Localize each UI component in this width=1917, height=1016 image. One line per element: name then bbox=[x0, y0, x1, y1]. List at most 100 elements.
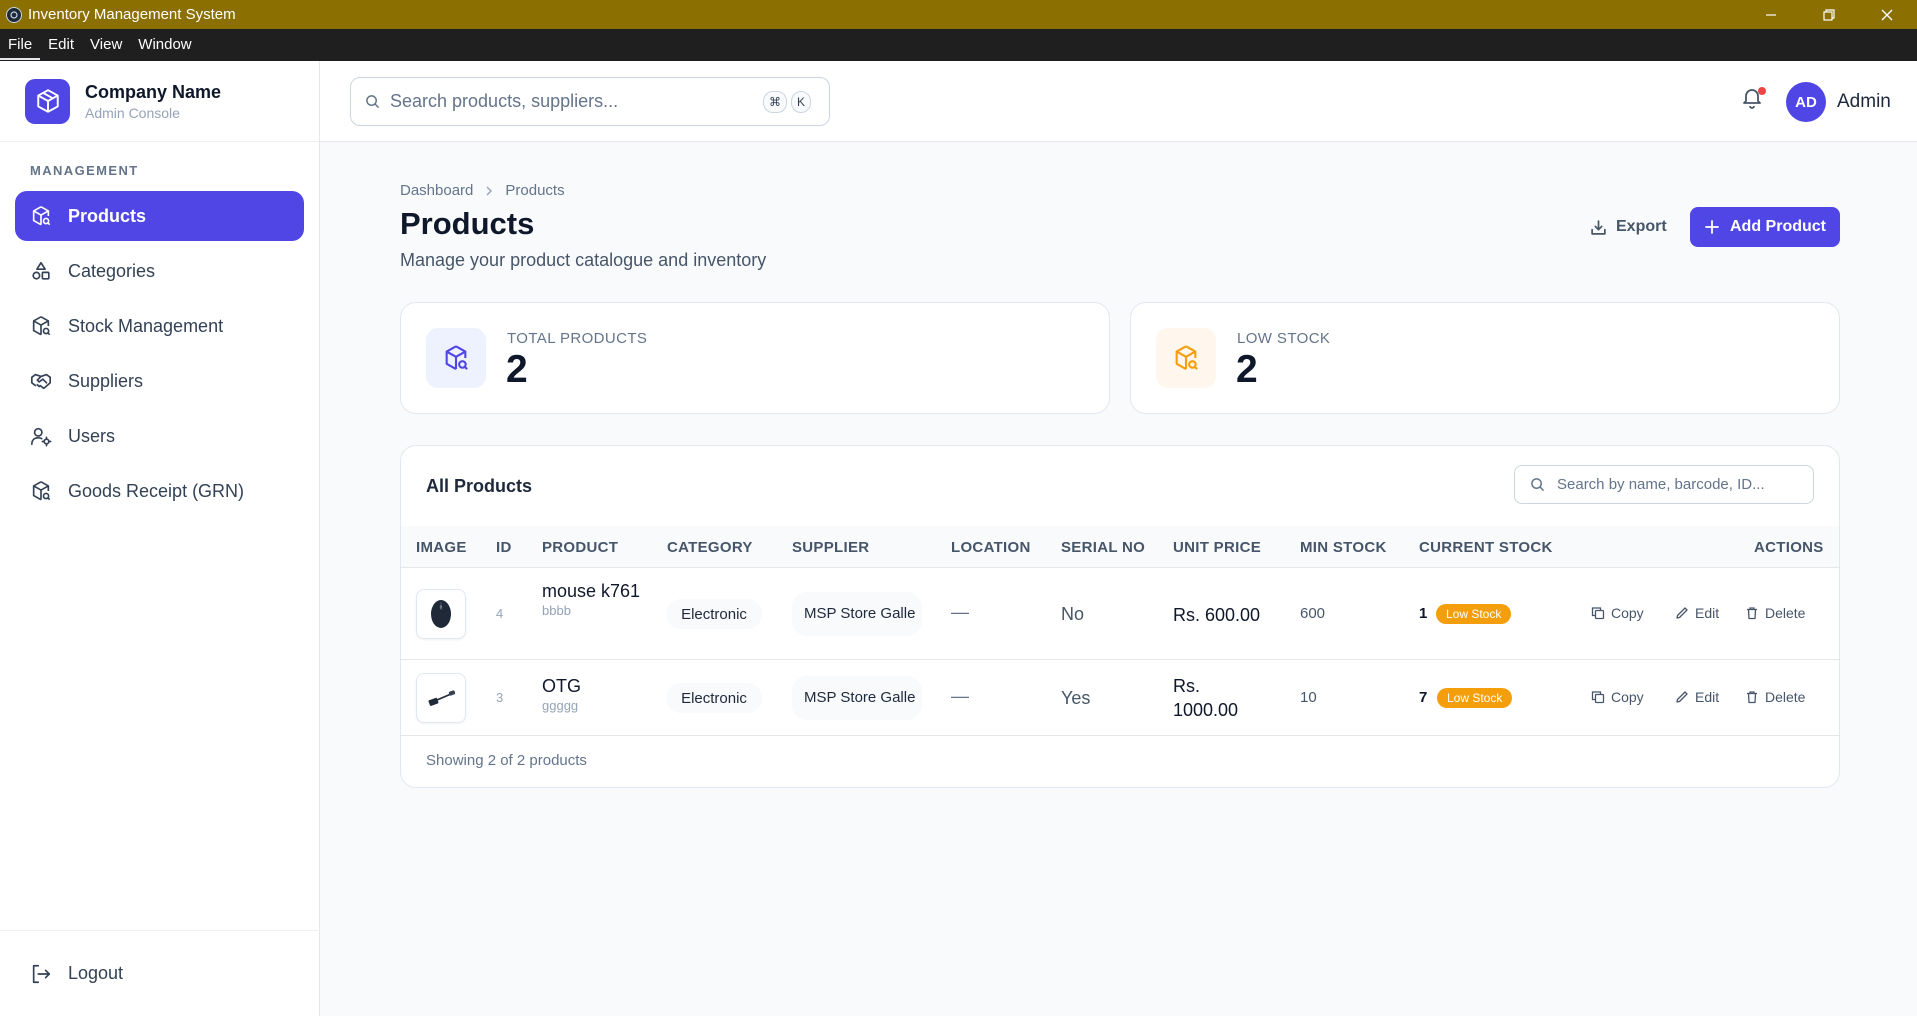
brand-subtitle: Admin Console bbox=[85, 104, 180, 121]
section-label: MANAGEMENT bbox=[30, 163, 139, 178]
serial-value: No bbox=[1061, 604, 1085, 624]
plus-icon bbox=[1705, 220, 1719, 234]
search-placeholder: Search products, suppliers... bbox=[390, 91, 619, 111]
page-subtitle: Manage your product catalogue and invent… bbox=[400, 250, 767, 270]
shapes-icon bbox=[32, 261, 50, 280]
column-header: PRODUCT bbox=[542, 539, 619, 556]
table-row: 4 mouse k761 bbbb Electronic MSP Store G… bbox=[401, 568, 1839, 660]
sidebar-item-label: Suppliers bbox=[68, 370, 144, 391]
product-cell: OTG ggggg bbox=[542, 674, 652, 713]
kbd-command: ⌘ bbox=[763, 91, 787, 113]
sidebar-item-label: Categories bbox=[68, 260, 156, 281]
sidebar-item-categories[interactable]: Categories bbox=[15, 246, 304, 296]
search-icon bbox=[1531, 478, 1545, 492]
sidebar-item-label: Products bbox=[68, 205, 147, 226]
supplier-chip: MSP Store Galle bbox=[792, 676, 922, 720]
search-icon bbox=[366, 95, 380, 109]
export-button[interactable]: Export bbox=[1580, 207, 1677, 247]
copy-icon bbox=[1591, 691, 1605, 704]
sidebar-item-label: Users bbox=[68, 425, 116, 446]
product-description: ggggg bbox=[542, 698, 579, 713]
package-search-icon bbox=[426, 328, 486, 388]
sidebar-item-label: Stock Management bbox=[68, 315, 224, 336]
package-search-icon bbox=[32, 481, 51, 501]
export-label: Export bbox=[1616, 218, 1667, 235]
table-title: All Products bbox=[426, 476, 533, 496]
close-icon[interactable] bbox=[1858, 0, 1916, 29]
avatar[interactable]: AD bbox=[1786, 82, 1826, 122]
location-value: — bbox=[951, 602, 969, 622]
column-header: CURRENT STOCK bbox=[1419, 539, 1553, 556]
products-table-card: All Products Search by name, barcode, ID… bbox=[400, 445, 1840, 788]
table-search-placeholder: Search by name, barcode, ID... bbox=[1557, 476, 1765, 493]
column-header: ACTIONS bbox=[1754, 539, 1824, 556]
user-cog-icon bbox=[31, 427, 52, 447]
sidebar-item-products[interactable]: Products bbox=[15, 191, 304, 241]
notification-dot bbox=[1758, 87, 1766, 95]
menu-window[interactable]: Window bbox=[138, 36, 192, 53]
stat-label: TOTAL PRODUCTS bbox=[507, 330, 648, 347]
logout-button[interactable]: Logout bbox=[0, 930, 320, 1016]
pencil-icon bbox=[1676, 691, 1688, 703]
current-stock: 1 bbox=[1419, 605, 1428, 622]
column-header: SUPPLIER bbox=[792, 539, 870, 556]
min-stock: 10 bbox=[1300, 689, 1317, 706]
column-header: ID bbox=[496, 539, 512, 556]
copy-label: Copy bbox=[1611, 605, 1644, 621]
otg-adapter-image bbox=[416, 673, 466, 723]
chevron-right-icon bbox=[486, 186, 493, 195]
menu-edit[interactable]: Edit bbox=[48, 36, 75, 53]
edit-label: Edit bbox=[1695, 689, 1720, 705]
delete-button[interactable]: Delete bbox=[1745, 689, 1805, 705]
category-chip: Electronic bbox=[666, 599, 762, 629]
product-cell: mouse k761 bbbb bbox=[542, 579, 652, 618]
stat-value: 2 bbox=[506, 348, 528, 391]
global-search-input[interactable]: Search products, suppliers... ⌘ K bbox=[350, 77, 830, 126]
stat-label: LOW STOCK bbox=[1237, 330, 1331, 347]
serial-value: Yes bbox=[1061, 688, 1091, 708]
window-titlebar: Inventory Management System bbox=[0, 0, 1917, 29]
sidebar-item-users[interactable]: Users bbox=[15, 411, 304, 461]
column-header: SERIAL NO bbox=[1061, 539, 1146, 556]
user-name[interactable]: Admin bbox=[1837, 91, 1891, 112]
product-id: 4 bbox=[496, 606, 504, 621]
delete-label: Delete bbox=[1765, 689, 1806, 705]
delete-button[interactable]: Delete bbox=[1745, 605, 1805, 621]
app-icon bbox=[6, 6, 22, 23]
notification-bell-icon[interactable] bbox=[1740, 85, 1768, 113]
minimize-icon[interactable] bbox=[1742, 0, 1800, 29]
min-stock: 600 bbox=[1300, 605, 1326, 622]
edit-button[interactable]: Edit bbox=[1675, 605, 1719, 621]
sidebar-item-stock-management[interactable]: Stock Management bbox=[15, 301, 304, 351]
edit-button[interactable]: Edit bbox=[1675, 689, 1719, 705]
sidebar: Company Name Admin Console MANAGEMENT Pr… bbox=[0, 61, 320, 1016]
logout-label: Logout bbox=[68, 963, 124, 983]
sidebar-item-suppliers[interactable]: Suppliers bbox=[15, 356, 304, 406]
kbd-k: K bbox=[791, 91, 811, 113]
breadcrumb-dashboard[interactable]: Dashboard bbox=[400, 182, 474, 199]
brand-logo-icon bbox=[25, 78, 70, 124]
table-search-input[interactable]: Search by name, barcode, ID... bbox=[1514, 465, 1814, 504]
menu-view[interactable]: View bbox=[90, 36, 123, 53]
sidebar-item-goods-receipt[interactable]: Goods Receipt (GRN) bbox=[15, 466, 304, 516]
table-row: 3 OTG ggggg Electronic MSP Store Galle —… bbox=[401, 660, 1839, 736]
breadcrumb-products: Products bbox=[505, 182, 565, 199]
brand: Company Name Admin Console bbox=[0, 61, 319, 142]
menu-file[interactable]: File bbox=[0, 30, 41, 60]
product-name: OTG bbox=[542, 676, 581, 696]
stat-card-total-products: TOTAL PRODUCTS 2 bbox=[400, 302, 1110, 414]
handshake-icon bbox=[31, 373, 51, 390]
copy-button[interactable]: Copy bbox=[1591, 689, 1644, 705]
mouse-image bbox=[416, 589, 466, 639]
copy-label: Copy bbox=[1611, 689, 1644, 705]
table-footer: Showing 2 of 2 products bbox=[426, 752, 587, 769]
column-header: UNIT PRICE bbox=[1173, 539, 1262, 556]
status-badge: Low Stock bbox=[1436, 604, 1512, 624]
column-header: MIN STOCK bbox=[1300, 539, 1387, 556]
column-header: LOCATION bbox=[951, 539, 1031, 556]
copy-button[interactable]: Copy bbox=[1591, 605, 1644, 621]
add-product-button[interactable]: Add Product bbox=[1690, 207, 1840, 247]
add-product-label: Add Product bbox=[1730, 218, 1826, 235]
unit-price: Rs. 600.00 bbox=[1173, 605, 1261, 625]
restore-icon[interactable] bbox=[1800, 0, 1858, 29]
